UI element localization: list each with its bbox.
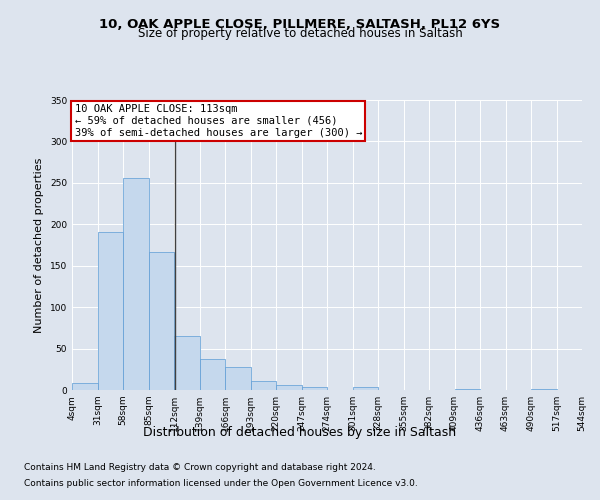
Bar bbox=[225, 367, 251, 390]
Bar bbox=[174, 336, 199, 390]
Text: Contains HM Land Registry data © Crown copyright and database right 2024.: Contains HM Land Registry data © Crown c… bbox=[24, 464, 376, 472]
Bar bbox=[276, 385, 302, 390]
Bar bbox=[531, 389, 557, 390]
Bar bbox=[455, 389, 480, 390]
Text: Distribution of detached houses by size in Saltash: Distribution of detached houses by size … bbox=[143, 426, 457, 439]
Text: 10 OAK APPLE CLOSE: 113sqm
← 59% of detached houses are smaller (456)
39% of sem: 10 OAK APPLE CLOSE: 113sqm ← 59% of deta… bbox=[74, 104, 362, 138]
Bar bbox=[353, 386, 378, 390]
Bar bbox=[302, 386, 327, 390]
Y-axis label: Number of detached properties: Number of detached properties bbox=[34, 158, 44, 332]
Bar bbox=[72, 384, 97, 390]
Text: Contains public sector information licensed under the Open Government Licence v3: Contains public sector information licen… bbox=[24, 478, 418, 488]
Text: Size of property relative to detached houses in Saltash: Size of property relative to detached ho… bbox=[137, 28, 463, 40]
Bar bbox=[98, 232, 123, 390]
Text: 10, OAK APPLE CLOSE, PILLMERE, SALTASH, PL12 6YS: 10, OAK APPLE CLOSE, PILLMERE, SALTASH, … bbox=[100, 18, 500, 30]
Bar bbox=[251, 381, 276, 390]
Bar bbox=[149, 252, 174, 390]
Bar bbox=[123, 178, 149, 390]
Bar bbox=[200, 360, 225, 390]
